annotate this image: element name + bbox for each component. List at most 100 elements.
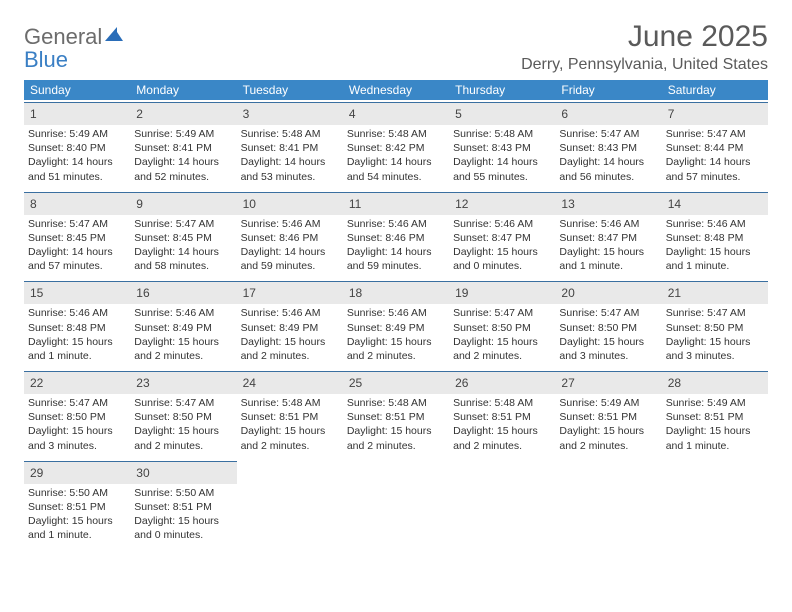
- day-header: Sunday: [24, 80, 130, 100]
- day-cell: 18Sunrise: 5:46 AMSunset: 8:49 PMDayligh…: [343, 279, 449, 369]
- day-number: 5: [455, 107, 462, 121]
- day-info: Sunrise: 5:48 AMSunset: 8:41 PMDaylight:…: [241, 125, 339, 184]
- week-row: 8Sunrise: 5:47 AMSunset: 8:45 PMDaylight…: [24, 190, 768, 280]
- day-number: 25: [349, 376, 362, 390]
- day-cell: 19 Sunrise: 5:47 AMSunset: 8:50 PMDayligh…: [449, 279, 555, 369]
- day-number: 30: [136, 466, 149, 480]
- sunrise-line: Sunrise: 5:48 AM: [241, 396, 339, 410]
- week-row: 1Sunrise: 5:49 AMSunset: 8:40 PMDaylight…: [24, 100, 768, 190]
- day-info: Sunrise: 5:49 AMSunset: 8:41 PMDaylight:…: [134, 125, 232, 184]
- sunrise-line: Sunrise: 5:46 AM: [28, 306, 126, 320]
- daylight-line: Daylight: 15 hours and 2 minutes.: [134, 335, 232, 363]
- sunrise-line: Sunrise: 5:47 AM: [453, 306, 551, 320]
- day-info: Sunrise: 5:47 AMSunset: 8:44 PMDaylight:…: [666, 125, 764, 184]
- day-number-row: 8: [24, 192, 130, 215]
- day-number: 19: [455, 286, 468, 300]
- daylight-line: Daylight: 15 hours and 2 minutes.: [241, 335, 339, 363]
- day-number: 10: [243, 197, 256, 211]
- day-cell: 28Sunrise: 5:49 AMSunset: 8:51 PMDayligh…: [662, 369, 768, 459]
- day-cell: 25 Sunrise: 5:48 AMSunset: 8:51 PMDayligh…: [343, 369, 449, 459]
- sunset-line: Sunset: 8:48 PM: [28, 321, 126, 335]
- day-number-row: 13: [555, 192, 661, 215]
- header: General Blue June 2025 Derry, Pennsylvan…: [24, 20, 768, 74]
- daylight-line: Daylight: 14 hours and 58 minutes.: [134, 245, 232, 273]
- sunset-line: Sunset: 8:45 PM: [134, 231, 232, 245]
- sunset-line: Sunset: 8:41 PM: [134, 141, 232, 155]
- day-number-row: 28: [662, 371, 768, 394]
- sunrise-line: Sunrise: 5:49 AM: [134, 127, 232, 141]
- day-info: Sunrise: 5:49 AMSunset: 8:51 PMDaylight:…: [559, 394, 657, 453]
- day-number: 12: [455, 197, 468, 211]
- daylight-line: Daylight: 14 hours and 55 minutes.: [453, 155, 551, 183]
- sunset-line: Sunset: 8:43 PM: [559, 141, 657, 155]
- day-cell: 26Sunrise: 5:48 AMSunset: 8:51 PMDayligh…: [449, 369, 555, 459]
- day-number-row: 14: [662, 192, 768, 215]
- day-cell: 11Sunrise: 5:46 AMSunset: 8:46 PMDayligh…: [343, 190, 449, 280]
- calendar-page: General Blue June 2025 Derry, Pennsylvan…: [0, 0, 792, 568]
- day-number-row: 18: [343, 281, 449, 304]
- day-number-row: 22: [24, 371, 130, 394]
- day-number: 17: [243, 286, 256, 300]
- daylight-line: Daylight: 15 hours and 1 minute.: [666, 424, 764, 452]
- day-cell: 9Sunrise: 5:47 AMSunset: 8:45 PMDaylight…: [130, 190, 236, 280]
- day-number: 3: [243, 107, 250, 121]
- sunset-line: Sunset: 8:50 PM: [453, 321, 551, 335]
- daylight-line: Daylight: 15 hours and 0 minutes.: [134, 514, 232, 542]
- day-info: Sunrise: 5:47 AMSunset: 8:50 PMDaylight:…: [28, 394, 126, 453]
- day-cell: 16Sunrise: 5:46 AMSunset: 8:49 PMDayligh…: [130, 279, 236, 369]
- sunrise-line: Sunrise: 5:46 AM: [666, 217, 764, 231]
- calendar-grid: SundayMondayTuesdayWednesdayThursdayFrid…: [24, 80, 768, 548]
- day-number-row: 7: [662, 102, 768, 125]
- day-info: Sunrise: 5:50 AMSunset: 8:51 PMDaylight:…: [134, 484, 232, 543]
- empty-cell: [662, 459, 768, 549]
- sunset-line: Sunset: 8:50 PM: [559, 321, 657, 335]
- day-number: 21: [668, 286, 681, 300]
- daylight-line: Daylight: 14 hours and 57 minutes.: [666, 155, 764, 183]
- day-header: Thursday: [449, 80, 555, 100]
- day-cell: 6Sunrise: 5:47 AMSunset: 8:43 PMDaylight…: [555, 100, 661, 190]
- day-info: Sunrise: 5:47 AMSunset: 8:50 PMDaylight:…: [666, 304, 764, 363]
- sunset-line: Sunset: 8:49 PM: [347, 321, 445, 335]
- daylight-line: Daylight: 15 hours and 2 minutes.: [453, 335, 551, 363]
- daylight-line: Daylight: 15 hours and 2 minutes.: [347, 424, 445, 452]
- sunset-line: Sunset: 8:43 PM: [453, 141, 551, 155]
- day-cell: 7Sunrise: 5:47 AMSunset: 8:44 PMDaylight…: [662, 100, 768, 190]
- day-number-row: 2: [130, 102, 236, 125]
- sunset-line: Sunset: 8:46 PM: [347, 231, 445, 245]
- day-cell: 24Sunrise: 5:48 AMSunset: 8:51 PMDayligh…: [237, 369, 343, 459]
- month-title: June 2025: [521, 20, 768, 54]
- sunset-line: Sunset: 8:45 PM: [28, 231, 126, 245]
- daylight-line: Daylight: 15 hours and 2 minutes.: [453, 424, 551, 452]
- day-info: Sunrise: 5:46 AMSunset: 8:46 PMDaylight:…: [347, 215, 445, 274]
- sunrise-line: Sunrise: 5:49 AM: [28, 127, 126, 141]
- day-number: 22: [30, 376, 43, 390]
- day-info: Sunrise: 5:46 AMSunset: 8:49 PMDaylight:…: [134, 304, 232, 363]
- day-info: Sunrise: 5:47 AMSunset: 8:50 PMDaylight:…: [134, 394, 232, 453]
- sunset-line: Sunset: 8:47 PM: [559, 231, 657, 245]
- sunset-line: Sunset: 8:41 PM: [241, 141, 339, 155]
- sunrise-line: Sunrise: 5:49 AM: [559, 396, 657, 410]
- day-number: 24: [243, 376, 256, 390]
- day-header: Friday: [555, 80, 661, 100]
- day-number: 27: [561, 376, 574, 390]
- day-info: Sunrise: 5:46 AMSunset: 8:49 PMDaylight:…: [241, 304, 339, 363]
- day-header: Tuesday: [237, 80, 343, 100]
- day-info: Sunrise: 5:48 AMSunset: 8:51 PMDaylight:…: [347, 394, 445, 453]
- day-cell: 3 Sunrise: 5:48 AMSunset: 8:41 PMDaylight…: [237, 100, 343, 190]
- day-info: Sunrise: 5:49 AMSunset: 8:40 PMDaylight:…: [28, 125, 126, 184]
- day-number: 29: [30, 466, 43, 480]
- sunset-line: Sunset: 8:50 PM: [134, 410, 232, 424]
- daylight-line: Daylight: 15 hours and 2 minutes.: [134, 424, 232, 452]
- day-number: 9: [136, 197, 143, 211]
- sunrise-line: Sunrise: 5:47 AM: [666, 127, 764, 141]
- sunrise-line: Sunrise: 5:48 AM: [347, 396, 445, 410]
- day-number: 14: [668, 197, 681, 211]
- week-row: 15Sunrise: 5:46 AMSunset: 8:48 PMDayligh…: [24, 279, 768, 369]
- day-cell: 17 Sunrise: 5:46 AMSunset: 8:49 PMDayligh…: [237, 279, 343, 369]
- daylight-line: Daylight: 15 hours and 2 minutes.: [241, 424, 339, 452]
- day-info: Sunrise: 5:47 AMSunset: 8:50 PMDaylight:…: [453, 304, 551, 363]
- day-number: 26: [455, 376, 468, 390]
- sunset-line: Sunset: 8:46 PM: [241, 231, 339, 245]
- day-info: Sunrise: 5:50 AMSunset: 8:51 PMDaylight:…: [28, 484, 126, 543]
- day-cell: 29 Sunrise: 5:50 AMSunset: 8:51 PMDayligh…: [24, 459, 130, 549]
